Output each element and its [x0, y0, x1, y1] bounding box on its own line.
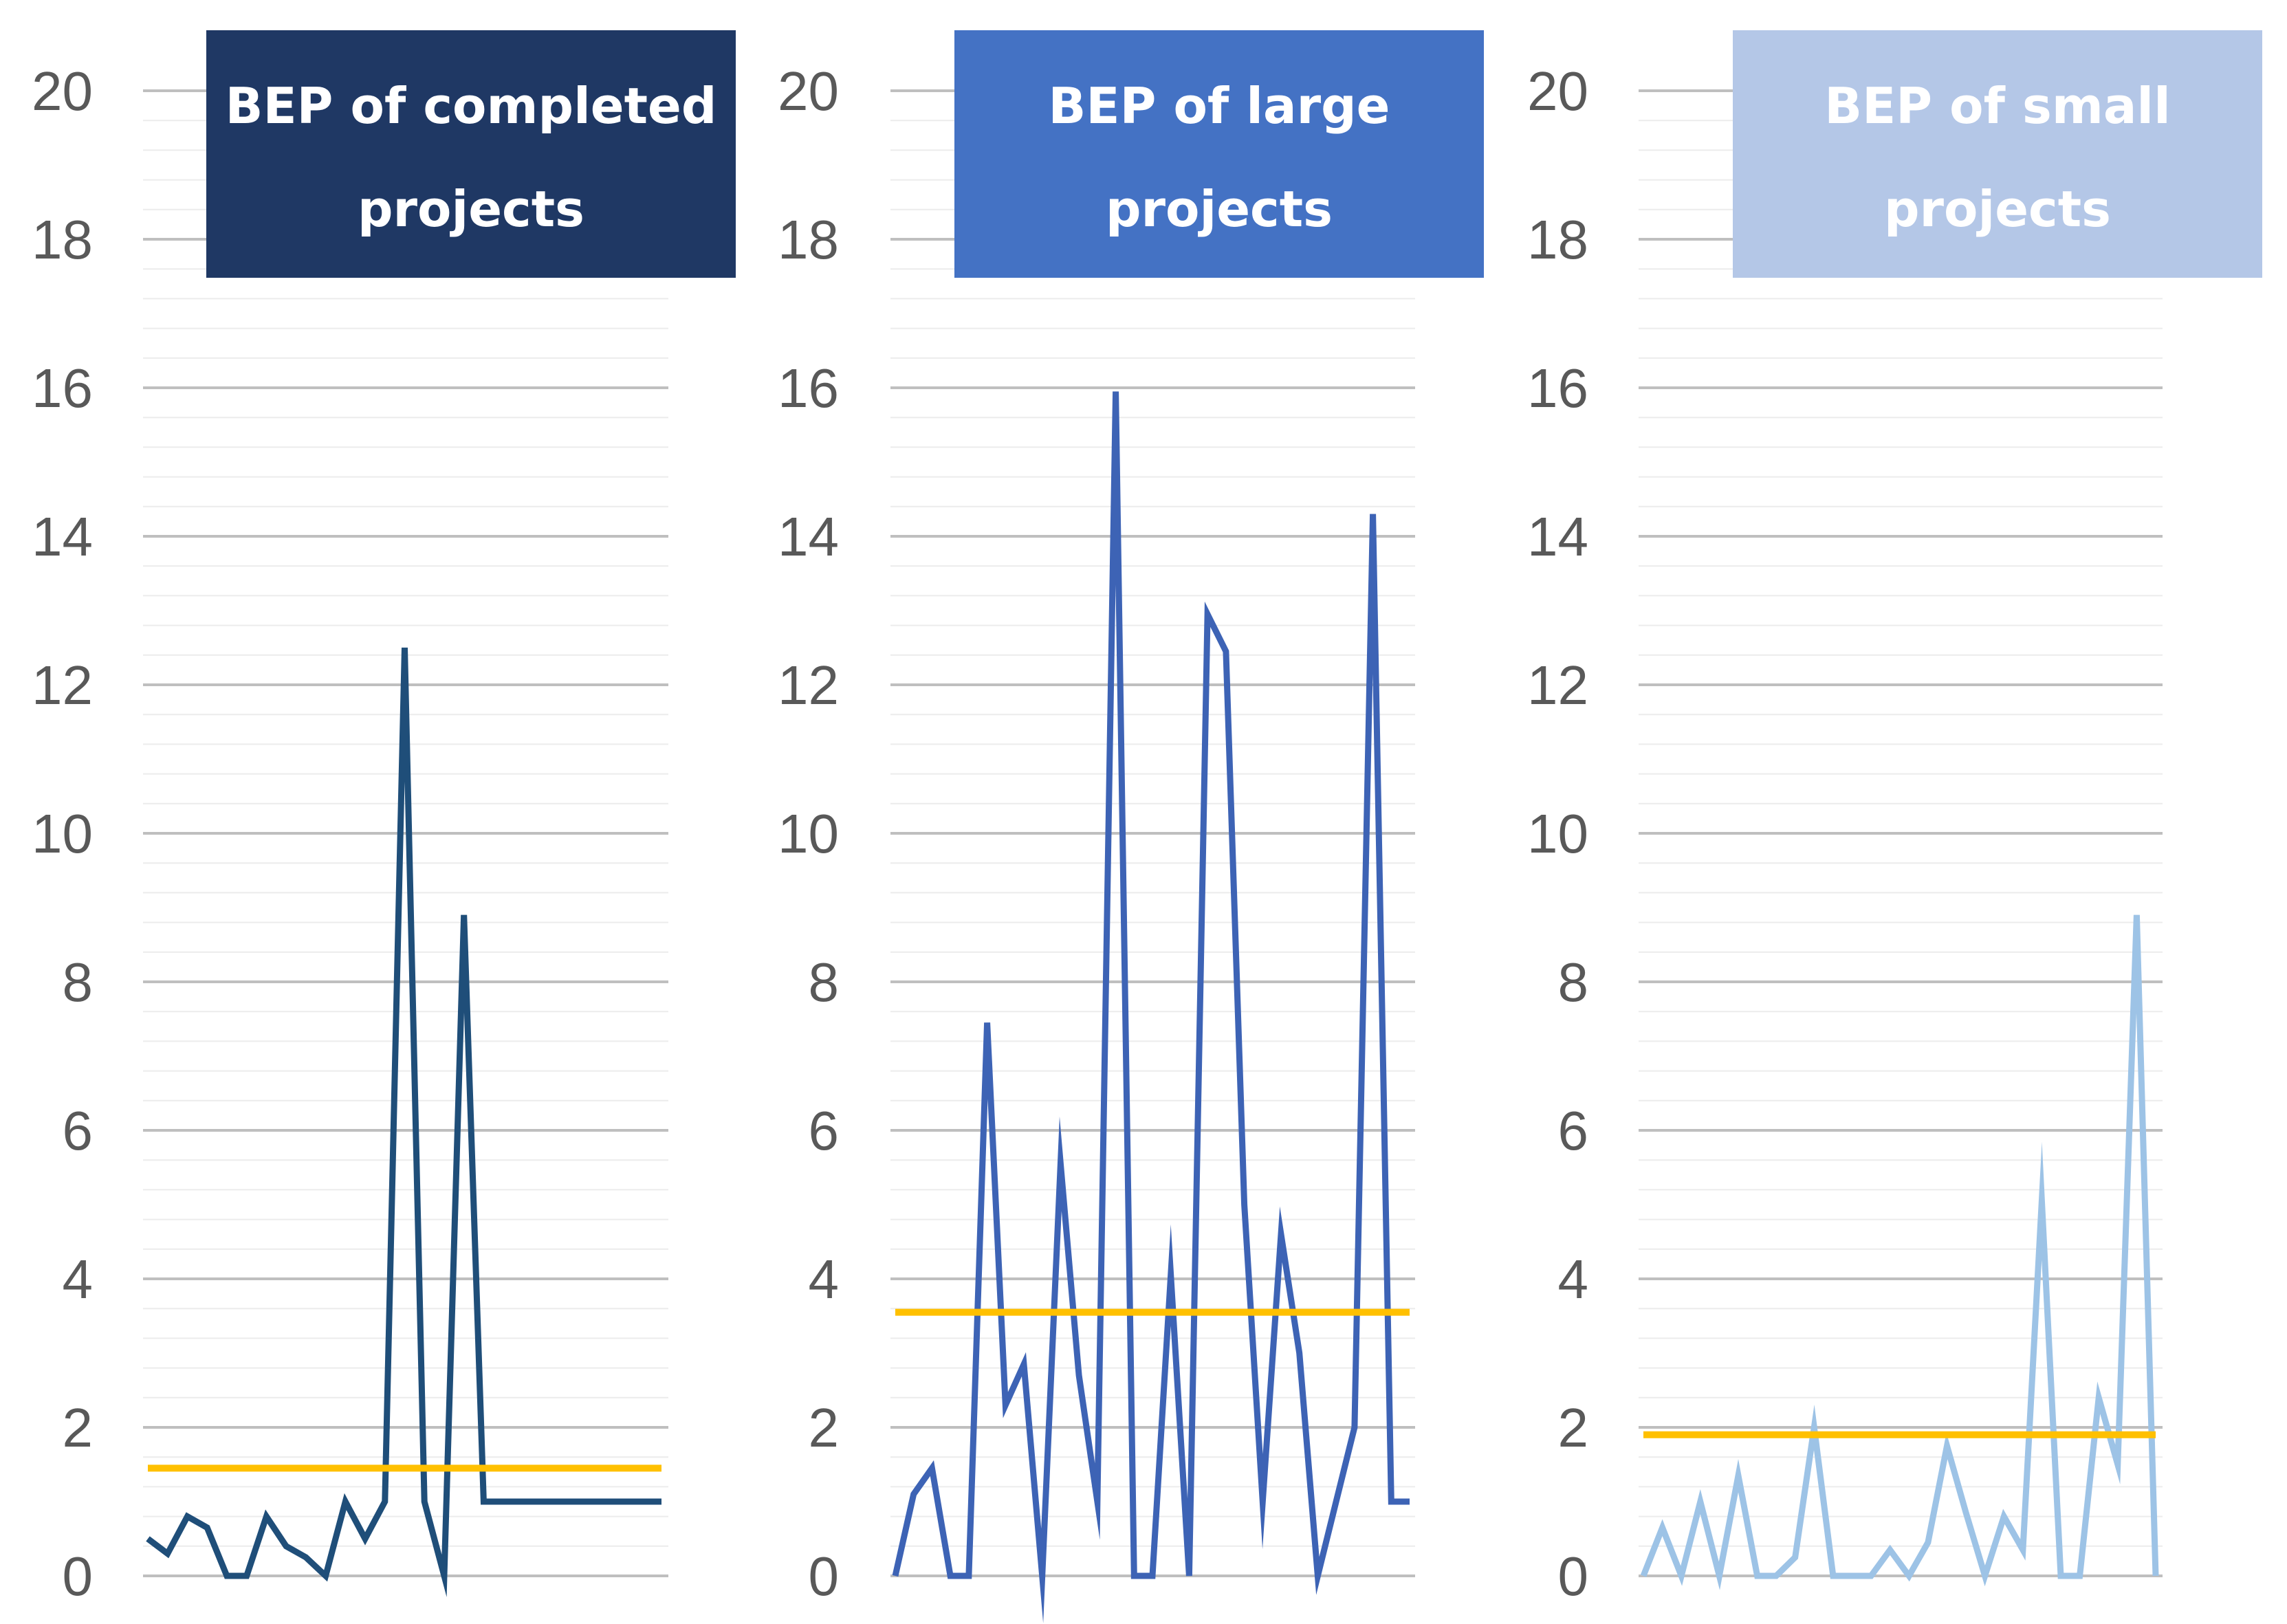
- y-tick-label: 18: [778, 209, 839, 270]
- y-tick-label: 18: [32, 209, 93, 270]
- chart-title-line: projects: [1884, 180, 2111, 238]
- y-tick-label: 10: [1527, 803, 1588, 864]
- y-tick-label: 2: [809, 1397, 840, 1458]
- y-tick-label: 4: [1558, 1249, 1589, 1310]
- bep-series-line: [1640, 914, 2159, 1590]
- chart-title-line: projects: [358, 180, 584, 238]
- y-tick-label: 4: [63, 1249, 94, 1310]
- chart-title: BEP of large projects: [1049, 77, 1390, 238]
- y-tick-label: 0: [63, 1546, 94, 1607]
- y-tick-label: 2: [63, 1397, 94, 1458]
- bep-series-line: [146, 647, 661, 1597]
- title-box: [1733, 30, 2262, 278]
- y-tick-label: 18: [1527, 209, 1588, 270]
- bep-series-line: [892, 391, 1410, 1623]
- y-tick-label: 8: [1558, 952, 1589, 1013]
- chart-panel-2: 0 2 4 6 8 10 12 14 16 18 20 BEP of large projects: [778, 30, 1484, 1623]
- y-tick-label: 8: [809, 952, 840, 1013]
- y-tick-label: 20: [778, 61, 839, 122]
- chart-panel-3: 0 2 4 6 8 10 12 14 16 18 20 BEP of small projects: [1527, 30, 2262, 1607]
- chart-title-line: BEP of small: [1824, 77, 2171, 135]
- y-tick-label: 10: [32, 803, 93, 864]
- chart-panel-1: 0 2 4 6 8 10 12 14 16 18 20 BEP of completed project…: [32, 30, 736, 1607]
- y-tick-label: 10: [778, 803, 839, 864]
- y-tick-label: 4: [809, 1249, 840, 1310]
- y-tick-label: 14: [32, 506, 93, 567]
- title-box: [954, 30, 1484, 278]
- y-tick-label: 12: [1527, 655, 1588, 716]
- y-tick-label: 20: [32, 61, 93, 122]
- chart-title: BEP of small projects: [1824, 77, 2171, 238]
- y-tick-label: 16: [32, 358, 93, 419]
- y-tick-label: 0: [1558, 1546, 1589, 1607]
- y-tick-label: 14: [778, 506, 839, 567]
- y-tick-label: 14: [1527, 506, 1588, 567]
- chart-title: BEP of completed projects: [226, 77, 717, 238]
- y-tick-label: 16: [1527, 358, 1588, 419]
- y-tick-label: 0: [809, 1546, 840, 1607]
- y-tick-label: 2: [1558, 1397, 1589, 1458]
- chart-title-line: BEP of large: [1049, 77, 1390, 135]
- chart-title-line: projects: [1106, 180, 1333, 238]
- title-box: [206, 30, 736, 278]
- y-tick-label: 6: [1558, 1100, 1589, 1161]
- y-tick-label: 6: [63, 1100, 94, 1161]
- y-tick-label: 20: [1527, 61, 1588, 122]
- y-tick-label: 16: [778, 358, 839, 419]
- y-tick-label: 12: [32, 655, 93, 716]
- y-tick-label: 6: [809, 1100, 840, 1161]
- y-tick-label: 8: [63, 952, 94, 1013]
- chart-title-line: BEP of completed: [226, 77, 717, 135]
- y-tick-label: 12: [778, 655, 839, 716]
